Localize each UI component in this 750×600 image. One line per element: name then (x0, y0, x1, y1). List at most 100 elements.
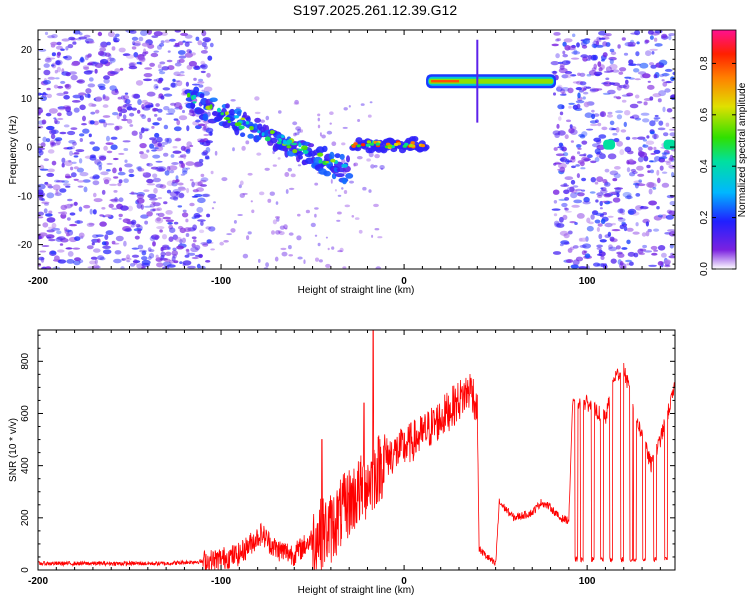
trace-core (291, 142, 298, 146)
noise-blob (152, 208, 156, 212)
noise-blob (151, 125, 155, 129)
trace-blob (209, 97, 218, 103)
noise-blob (642, 139, 648, 142)
noise-blob (351, 215, 355, 218)
noise-blob (625, 195, 633, 200)
noise-blob (118, 112, 122, 117)
trace-blob (247, 133, 254, 139)
noise-blob (579, 237, 589, 242)
noise-blob (656, 169, 660, 176)
noise-blob (552, 251, 562, 255)
noise-blob (56, 51, 62, 56)
noise-blob (38, 92, 42, 96)
noise-blob (137, 99, 142, 105)
noise-blob (108, 203, 114, 208)
noise-blob (109, 85, 117, 91)
noise-blob (597, 195, 603, 198)
noise-blob (204, 38, 210, 43)
noise-blob (570, 179, 576, 185)
noise-blob (59, 131, 67, 135)
noise-blob (93, 198, 103, 203)
zero-trace-core (366, 140, 372, 144)
noise-blob (379, 165, 385, 170)
noise-blob (83, 66, 90, 70)
noise-blob (563, 242, 570, 245)
noise-blob (670, 252, 674, 256)
noise-blob (74, 257, 81, 262)
noise-blob (114, 125, 120, 131)
noise-blob (51, 222, 57, 229)
noise-blob (602, 52, 608, 58)
noise-blob (288, 187, 295, 190)
noise-blob (44, 57, 52, 63)
noise-blob (283, 224, 288, 230)
noise-blob (89, 141, 95, 145)
noise-blob (99, 86, 106, 91)
noise-blob (649, 35, 654, 40)
noise-blob (610, 51, 617, 56)
noise-blob (146, 183, 156, 186)
noise-blob (170, 82, 176, 88)
noise-blob (596, 192, 604, 197)
noise-blob (581, 140, 588, 145)
noise-blob (650, 245, 658, 250)
noise-blob (141, 104, 145, 110)
noise-blob (354, 217, 360, 220)
noise-blob (50, 41, 58, 46)
noise-blob (63, 227, 68, 231)
noise-blob (206, 72, 211, 78)
noise-blob (594, 157, 600, 162)
noise-blob (558, 116, 562, 121)
noise-blob (593, 137, 602, 142)
noise-blob (287, 167, 292, 172)
noise-blob (98, 50, 105, 56)
noise-blob (265, 262, 269, 268)
noise-blob (598, 67, 603, 72)
noise-blob (38, 256, 45, 261)
noise-blob (146, 149, 150, 153)
noise-blob (157, 79, 163, 84)
noise-blob (59, 188, 67, 193)
noise-blob (165, 219, 174, 223)
noise-blob (605, 77, 610, 81)
noise-blob (219, 241, 224, 246)
noise-blob (643, 101, 648, 106)
noise-blob (162, 216, 171, 220)
noise-blob (176, 80, 183, 87)
noise-blob (64, 84, 70, 88)
noise-blob (173, 221, 179, 225)
noise-blob (157, 117, 162, 121)
noise-blob (164, 170, 170, 176)
noise-blob (590, 160, 597, 164)
zero-trace-core (420, 144, 426, 148)
noise-blob (652, 93, 662, 98)
noise-blob (202, 37, 211, 43)
noise-blob (668, 157, 675, 161)
noise-blob (191, 256, 199, 260)
noise-blob (337, 211, 342, 215)
noise-blob (586, 128, 594, 131)
noise-blob (553, 213, 558, 217)
noise-blob (201, 30, 207, 37)
noise-blob (643, 250, 653, 253)
noise-blob (151, 139, 158, 144)
noise-blob (48, 108, 58, 114)
noise-blob (626, 167, 631, 173)
noise-blob (362, 186, 367, 191)
noise-blob (616, 84, 622, 91)
noise-blob (179, 162, 184, 168)
noise-blob (149, 203, 156, 208)
noise-blob (651, 252, 658, 256)
noise-blob (562, 41, 567, 47)
noise-blob (664, 68, 673, 72)
noise-blob (293, 132, 297, 137)
noise-blob (334, 189, 337, 192)
noise-blob (617, 44, 621, 49)
noise-blob (278, 231, 285, 236)
noise-blob (40, 142, 46, 148)
noise-blob (642, 73, 651, 79)
noise-blob (206, 213, 211, 218)
noise-blob (576, 42, 580, 48)
noise-blob (221, 177, 228, 182)
noise-blob (46, 125, 55, 131)
